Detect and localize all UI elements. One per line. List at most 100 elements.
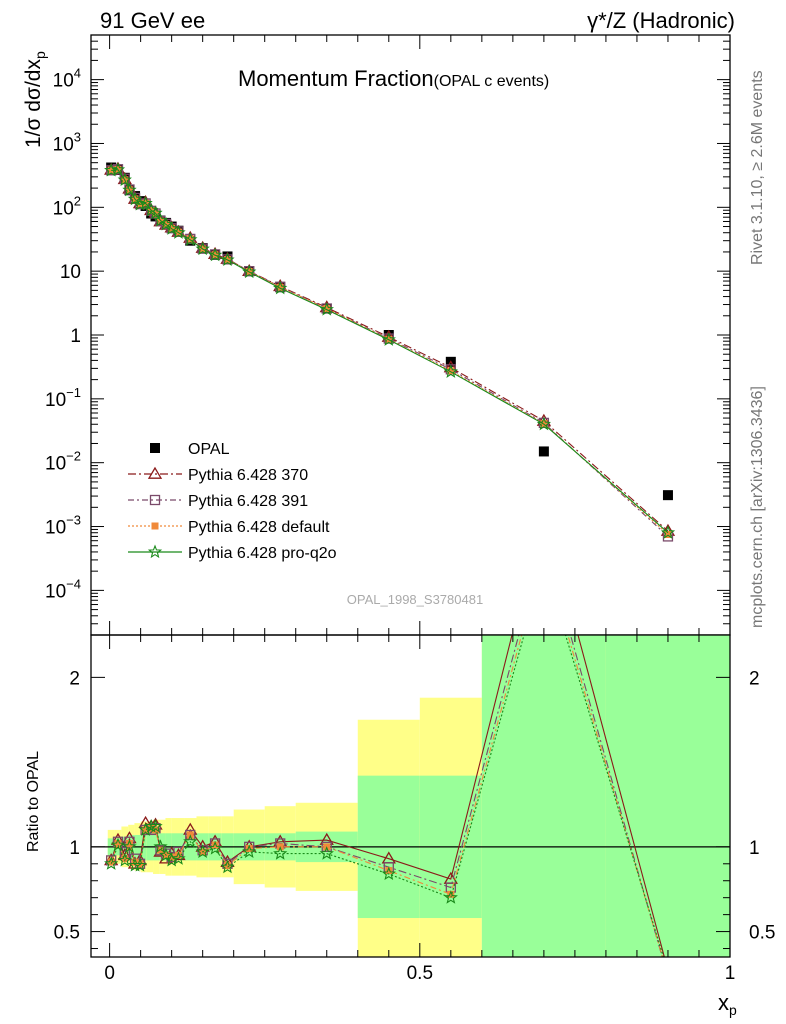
data-point	[273, 280, 288, 295]
data-point	[174, 228, 182, 236]
ratio-point	[273, 846, 288, 860]
ratio-frame-box	[90, 634, 731, 958]
legend-marker	[151, 522, 159, 530]
watermark: OPAL_1998_S3780481	[347, 592, 483, 607]
mcplots-label: mcplots.cern.ch [arXiv:1306.3436]	[749, 386, 766, 628]
y-tick-label-base: 10	[53, 71, 74, 92]
ratio-y-tick-label-right: 2	[749, 668, 760, 689]
data-point	[171, 225, 186, 239]
y-tick-label-exp: 3	[74, 129, 81, 144]
y-tick-label-exp: −3	[66, 513, 81, 528]
x-tick-label: 0.5	[407, 963, 433, 984]
data-point	[662, 490, 673, 501]
ratio-point	[185, 829, 196, 841]
legend-label: OPAL	[188, 441, 230, 458]
ratio-point	[245, 845, 253, 853]
ratio-point	[447, 890, 455, 898]
data-point	[220, 252, 235, 267]
y-tick-label-exp: −2	[66, 449, 81, 464]
ratio-point	[156, 846, 164, 854]
data-point	[447, 367, 455, 375]
ratio-y-tick-label-right: 0.5	[749, 923, 775, 944]
data-point	[183, 232, 198, 246]
ratio-point	[125, 839, 133, 847]
main-series-4	[104, 162, 676, 539]
ratio-point	[168, 853, 176, 861]
ratio-point	[122, 839, 137, 853]
legend: OPAL Pythia 6.428 370 Pythia 6.428 391 Pyth…	[128, 441, 337, 562]
x-axis-label-sub: p	[729, 1002, 737, 1018]
main-series-2	[106, 164, 674, 542]
ratio-point	[144, 819, 159, 833]
data-point	[117, 172, 132, 186]
ratio-point	[152, 826, 160, 834]
data-point	[195, 241, 210, 256]
y-tick-label: 104	[53, 66, 81, 92]
ratio-line	[110, 635, 664, 957]
ratio-point	[104, 856, 119, 870]
ratio-point	[110, 837, 126, 852]
data-point	[660, 525, 676, 539]
main-subtitle-text: (OPAL c events)	[434, 73, 550, 90]
ratio-point	[155, 845, 166, 856]
ratio-point	[131, 858, 139, 866]
main-plot: Momentum Fraction(OPAL c events) OPAL_19…	[22, 34, 731, 636]
x-axis-label-main: x	[718, 990, 729, 1015]
y-tick-label-base: 10	[53, 198, 74, 219]
legend-marker	[147, 544, 163, 559]
data-point	[110, 162, 126, 176]
data-point	[138, 195, 153, 210]
ratio-point	[107, 858, 115, 866]
ratio-point	[207, 841, 223, 855]
ratio-y-tick-label: 1	[69, 838, 80, 859]
uncertainty-band-inner	[605, 635, 730, 957]
ratio-point	[158, 847, 174, 862]
data-point	[148, 205, 163, 220]
data-point	[536, 416, 551, 431]
ratio-point	[211, 841, 219, 849]
legend-item: OPAL	[150, 441, 230, 458]
legend-item: Pythia 6.428 391	[128, 493, 308, 510]
ratio-point	[117, 852, 132, 867]
data-point	[323, 305, 331, 313]
y-tick-label-exp: −4	[66, 576, 81, 591]
data-point	[207, 247, 223, 262]
y-tick-label-base: 10	[45, 518, 66, 539]
ratio-point	[223, 861, 231, 869]
ratio-point	[381, 866, 396, 880]
data-point	[132, 196, 148, 211]
data-point	[164, 221, 179, 235]
y-tick-label: 1	[70, 326, 81, 347]
y-tick-label-exp: 2	[74, 193, 81, 208]
y-tick-label-base: 10	[45, 581, 66, 602]
data-point	[381, 332, 396, 346]
x-tick-label: 1	[725, 963, 736, 984]
ratio-point	[171, 851, 186, 865]
ratio-point	[385, 867, 393, 875]
ratio-point	[121, 855, 129, 863]
ratio-point	[153, 839, 168, 853]
ratio-y-tick-label: 0.5	[54, 923, 80, 944]
y-tick-label-exp: −1	[66, 385, 81, 400]
legend-label: Pythia 6.428 370	[188, 467, 308, 484]
legend-label: Pythia 6.428 pro-q2o	[188, 545, 337, 562]
data-point	[538, 446, 549, 457]
y-tick-label: 10−2	[45, 449, 81, 475]
ratio-point	[174, 851, 182, 859]
ratio-point	[142, 826, 150, 834]
ratio-point	[242, 844, 257, 859]
y-tick-label-exp: 4	[74, 66, 81, 81]
y-tick-label: 10−1	[45, 385, 81, 411]
ratio-y-tick-label-right: 1	[749, 838, 760, 859]
data-point	[319, 302, 334, 316]
main-title-text: Momentum Fraction	[238, 66, 434, 91]
data-point	[276, 283, 284, 291]
ratio-point	[148, 818, 163, 833]
ratio-point	[114, 839, 122, 847]
data-point	[107, 166, 115, 174]
x-tick-label: 0	[104, 963, 115, 984]
legend-item: Pythia 6.428 pro-q2o	[128, 544, 337, 562]
ratio-point	[164, 852, 179, 867]
data-point	[104, 162, 119, 177]
